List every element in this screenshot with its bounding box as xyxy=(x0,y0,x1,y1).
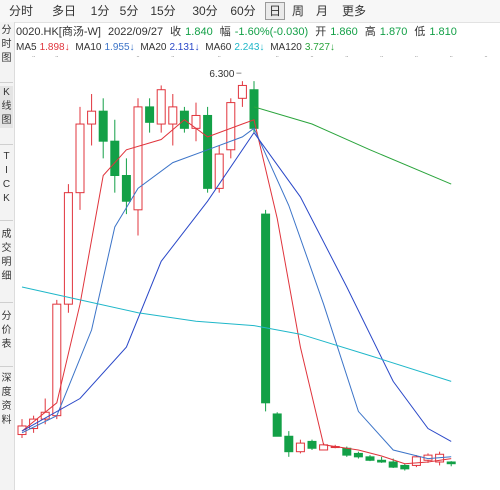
sidebar-item-label: 分时图 xyxy=(1,25,12,64)
tab-week[interactable]: 周 xyxy=(291,4,304,18)
candle-body xyxy=(145,106,155,123)
peak-price-label: 6.300 xyxy=(209,69,234,80)
sidebar-item-depth-info[interactable]: 深度资料 xyxy=(0,372,13,428)
ma5-label: MA5 xyxy=(16,42,37,53)
ex-marker: * xyxy=(32,56,36,62)
candle-body xyxy=(156,89,166,125)
sidebar-item-timeshare[interactable]: 分时图 xyxy=(0,24,13,66)
candle-body xyxy=(446,461,456,465)
ex-marker: * xyxy=(171,56,175,62)
ma10-value: 1.955↓ xyxy=(104,42,135,53)
candle-body xyxy=(214,153,224,189)
ma120-line xyxy=(253,106,452,185)
ma5-line xyxy=(21,119,452,465)
candle-body xyxy=(29,418,39,430)
candle-body xyxy=(353,452,363,458)
candle-body xyxy=(388,461,398,468)
tab-1min[interactable]: 1分 xyxy=(90,4,110,18)
ex-marker: * xyxy=(310,56,314,62)
change-value: -1.60%(-0.030) xyxy=(234,26,309,38)
candle-body xyxy=(121,175,131,202)
ex-marker: * xyxy=(275,56,279,62)
candle-body xyxy=(272,413,282,437)
ma20-line xyxy=(21,131,452,442)
tab-5min[interactable]: 5分 xyxy=(119,4,139,18)
tab-15min[interactable]: 15分 xyxy=(150,4,176,18)
ma10-label: MA10 xyxy=(75,42,102,53)
change-label: 幅 xyxy=(219,26,231,38)
candle-body xyxy=(203,114,213,189)
ex-marker: * xyxy=(449,56,453,62)
sidebar-item-price-table[interactable]: 分价表 xyxy=(0,310,13,352)
ex-marker: * xyxy=(136,56,140,62)
candle-body xyxy=(98,110,108,142)
candle-body xyxy=(75,123,85,194)
candle-body xyxy=(295,442,305,453)
candle-body xyxy=(284,435,294,453)
candle-body xyxy=(63,192,73,305)
candle-body xyxy=(52,303,62,417)
kline-chart[interactable]: * * * * * * * * * * * * 6.300 xyxy=(15,56,500,490)
high-label: 高 xyxy=(364,26,376,38)
candle-body xyxy=(342,447,352,456)
tab-60min[interactable]: 60分 xyxy=(230,4,256,18)
ma20-value: 2.131↓ xyxy=(169,42,200,53)
tab-day[interactable]: 日 xyxy=(265,2,285,20)
ma60-value: 2.243↓ xyxy=(234,42,265,53)
tab-timeshare[interactable]: 分时 xyxy=(8,4,33,18)
period-tab-bar: 分时 多日 1分 5分 15分 30分 60分 日 周 月 更多 xyxy=(0,0,500,23)
tab-more[interactable]: 更多 xyxy=(341,4,366,18)
sidebar-item-label: 成交明细 xyxy=(1,229,12,282)
open-value: 1.860 xyxy=(330,26,358,38)
close-value: 1.840 xyxy=(185,26,213,38)
ma-legend: MA5 1.898↓ MA10 1.955↓ MA20 2.131↓ MA60 2.24… xyxy=(16,41,500,55)
candle-body xyxy=(110,140,120,177)
ex-marker: * xyxy=(415,56,419,62)
candle-body xyxy=(168,106,178,125)
quote-info-bar: 0020.HK[商汤-W] 2022/09/27 收 1.840 幅 -1.60%(… xyxy=(16,24,500,40)
sidebar-item-label: 深度资料 xyxy=(1,373,12,426)
ex-marker: * xyxy=(55,56,59,62)
tab-multiday[interactable]: 多日 xyxy=(51,4,76,18)
candle-body xyxy=(400,464,410,470)
open-label: 开 xyxy=(315,26,327,38)
candle-body xyxy=(17,425,27,436)
candle-body xyxy=(249,89,259,129)
candle-body xyxy=(133,106,143,211)
ex-marker: * xyxy=(380,56,384,62)
ma60-line xyxy=(21,286,452,382)
ma10-line xyxy=(21,127,452,460)
low-value: 1.810 xyxy=(429,26,457,38)
ex-marker: * xyxy=(345,56,349,62)
ma120-label: MA120 xyxy=(270,42,302,53)
candle-body xyxy=(237,84,247,99)
high-value: 1.870 xyxy=(379,26,408,38)
quote-date: 2022/09/27 xyxy=(108,26,164,38)
ma120-value: 3.727↓ xyxy=(304,42,335,53)
candle-body xyxy=(377,459,387,463)
stock-symbol: 0020.HK[商汤-W] xyxy=(16,26,101,38)
candle-body xyxy=(87,110,97,125)
candle-body xyxy=(411,456,421,466)
ex-marker: * xyxy=(484,56,488,62)
candle-body xyxy=(226,102,236,151)
sidebar-item-trade-detail[interactable]: 成交明细 xyxy=(0,228,13,284)
ma5-value: 1.898↓ xyxy=(39,42,70,53)
low-label: 低 xyxy=(414,26,426,38)
candle-body xyxy=(261,213,271,404)
tab-month[interactable]: 月 xyxy=(315,4,328,18)
candle-body xyxy=(307,440,317,449)
close-label: 收 xyxy=(170,26,182,38)
tab-30min[interactable]: 30分 xyxy=(192,4,218,18)
sidebar-item-label: 分价表 xyxy=(1,311,12,350)
candle-body xyxy=(365,456,375,461)
ma60-label: MA60 xyxy=(205,42,232,53)
ex-marker: * xyxy=(217,56,221,62)
ma20-label: MA20 xyxy=(140,42,167,53)
